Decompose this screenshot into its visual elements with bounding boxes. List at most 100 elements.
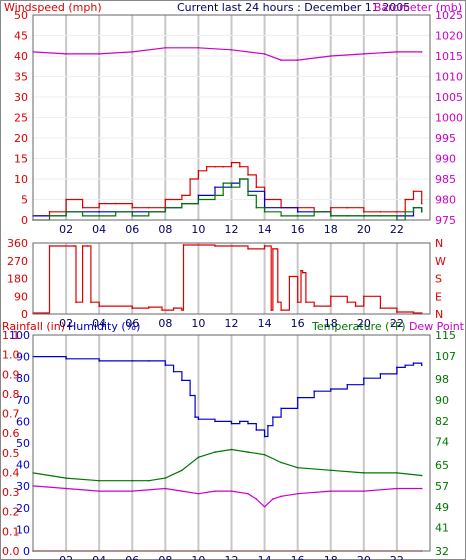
p2-rainfall-tick-label: 0.3 — [2, 486, 20, 499]
p0-series-green-point — [222, 182, 225, 184]
p2-ytick-label-right: 49 — [435, 501, 449, 514]
p0-xtick-label: 06 — [125, 223, 139, 236]
p0-ytick-label-right: 1010 — [435, 71, 463, 84]
p0-xtick-label: 12 — [225, 223, 239, 236]
p2-series-magenta-point — [197, 492, 200, 495]
p2-series-blue-point — [263, 435, 266, 438]
p0-series-magenta-point — [329, 55, 332, 57]
p0-series-red-point — [214, 165, 216, 168]
p2-series-blue-point — [420, 364, 423, 367]
p2-xtick-label: 22 — [390, 554, 404, 560]
p0-series-green-point — [164, 206, 167, 209]
p1-series-red-point — [300, 269, 302, 272]
p2-series-green-point — [181, 469, 183, 472]
p2-humidity-tick-label: 90 — [16, 351, 30, 364]
p2-ytick-label-right: 115 — [435, 329, 456, 342]
p2-series-blue-point — [267, 424, 269, 427]
p0-series-red-point — [412, 190, 415, 193]
p1-frame — [32, 242, 431, 315]
p2-ytick-label-right: 74 — [435, 436, 449, 449]
p0-series-magenta-point — [131, 51, 134, 53]
p1-series-red-point — [172, 307, 175, 309]
p1-series-red-point — [379, 307, 382, 309]
p0-series-magenta-point — [230, 49, 233, 51]
p1-series-red-line — [33, 244, 422, 314]
p2-series-green-point — [164, 477, 167, 479]
p0-series-magenta-point — [396, 51, 398, 53]
p0-series-red-point — [147, 206, 150, 209]
p0-ytick-label: 0 — [21, 214, 28, 227]
p0-series-green-point — [329, 215, 332, 217]
p2-xtick-label: 10 — [191, 554, 205, 560]
p1-ytick-label: 270 — [7, 255, 28, 268]
p1-xtick-label: 06 — [125, 317, 139, 330]
p2-humidity-tick-label: 70 — [16, 394, 30, 407]
p1-series-red-point — [182, 244, 185, 246]
p1-xtick-label: 08 — [158, 317, 172, 330]
p2-ytick-label-right: 65 — [435, 459, 449, 472]
p0-series-green-line — [33, 178, 423, 221]
p0-xtick-label: 20 — [357, 223, 371, 236]
p2-rainfall-tick-label: 0.6 — [2, 427, 20, 440]
p2-humidity-tick-label: 10 — [16, 523, 30, 536]
p2-series-blue-point — [238, 420, 241, 423]
p1-xtick-label: 14 — [258, 317, 272, 330]
p1-series-red-point — [305, 301, 307, 303]
p2-xtick-label: 18 — [324, 554, 338, 560]
p0-series-green-point — [379, 215, 382, 217]
p0-series-magenta-point — [197, 47, 200, 49]
panel1-right-axis-label: Barometer (mb) — [374, 1, 462, 14]
p0-series-red-point — [379, 211, 382, 213]
panel3-dewpoint-label: Dew Point — [409, 320, 465, 333]
p2-humidity-tick-label: 40 — [16, 459, 30, 472]
p2-series-blue-point — [255, 429, 258, 431]
p0-series-red-point — [164, 198, 167, 201]
p2-series-green-point — [420, 474, 423, 477]
p2-rainfall-tick-label: 0.2 — [2, 506, 20, 519]
p2-series-blue-point — [346, 383, 349, 386]
p2-humidity-tick-label: 20 — [16, 502, 30, 515]
p2-ytick-label-right: 107 — [435, 350, 456, 363]
p1-series-red-point — [90, 301, 92, 303]
p1-ytick-label: 360 — [7, 237, 28, 250]
p2-xtick-label: 06 — [125, 554, 139, 560]
p1-series-red-point — [45, 312, 48, 314]
p2-series-magenta-point — [420, 487, 423, 490]
p2-series-green-line — [32, 448, 422, 482]
p0-series-magenta-point — [420, 51, 423, 53]
p0-series-green-point — [114, 211, 117, 213]
p2-ytick-label-right: 41 — [435, 522, 449, 535]
p0-series-red-point — [131, 206, 134, 209]
p2-rainfall-tick-label: 0.5 — [2, 447, 20, 460]
p0-series-red-point — [230, 161, 233, 164]
p2-series-magenta-point — [247, 492, 249, 495]
p0-ytick-label-right: 980 — [435, 194, 456, 207]
p2-series-magenta-point — [65, 487, 67, 490]
p0-series-red-point — [114, 202, 117, 205]
p0-series-red-point — [65, 198, 67, 201]
p2-series-blue-point — [272, 416, 274, 418]
p0-ytick-label-right: 1025 — [435, 9, 463, 22]
p0-series-blue-point — [98, 211, 100, 213]
p0-series-green-point — [238, 178, 241, 180]
p0-series-red-point — [98, 202, 100, 205]
p0-ytick-label-right: 995 — [435, 132, 456, 145]
p1-series-red-point — [288, 275, 291, 278]
p0-series-red-point — [189, 178, 191, 180]
p2-ytick-label-right: 57 — [435, 480, 449, 493]
p0-series-red-point — [238, 165, 241, 168]
p0-ytick-label-right: 990 — [435, 153, 456, 166]
p0-series-magenta-point — [164, 47, 167, 49]
p1-series-red-point — [363, 295, 365, 298]
p0-series-red-point — [404, 198, 406, 201]
p2-series-blue-point — [404, 364, 406, 367]
p0-series-red-point — [346, 206, 349, 209]
p1-series-red-point — [161, 309, 163, 311]
p0-series-green-point — [147, 211, 150, 213]
p1-xtick-label: 02 — [59, 317, 73, 330]
p0-series-red-point — [48, 211, 51, 213]
p2-series-blue-point — [280, 407, 282, 410]
p2-series-magenta-point — [164, 487, 167, 490]
p1-ytick-label: 0 — [21, 308, 28, 321]
p0-ytick-label: 35 — [14, 71, 28, 84]
